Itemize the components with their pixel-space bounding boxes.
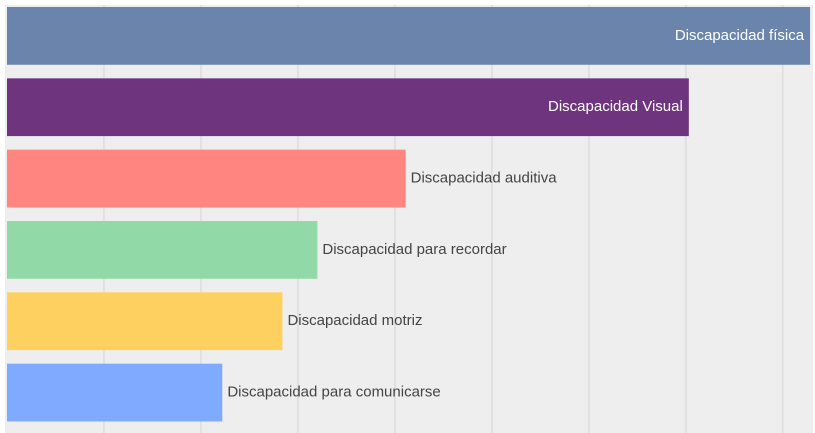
bar (7, 221, 318, 279)
bar (7, 7, 811, 65)
bar (7, 149, 406, 208)
bar-label: Discapacidad para comunicarse (227, 384, 440, 401)
bar (7, 78, 689, 137)
bar-label: Discapacidad motriz (287, 312, 422, 329)
bar-label: Discapacidad Visual (548, 98, 683, 115)
bar (7, 363, 223, 422)
bar-label: Discapacidad para recordar (322, 241, 506, 258)
bar-label: Discapacidad física (675, 27, 805, 44)
bar (7, 292, 283, 351)
plot-background (5, 5, 813, 433)
bar-label: Discapacidad auditiva (411, 170, 558, 187)
